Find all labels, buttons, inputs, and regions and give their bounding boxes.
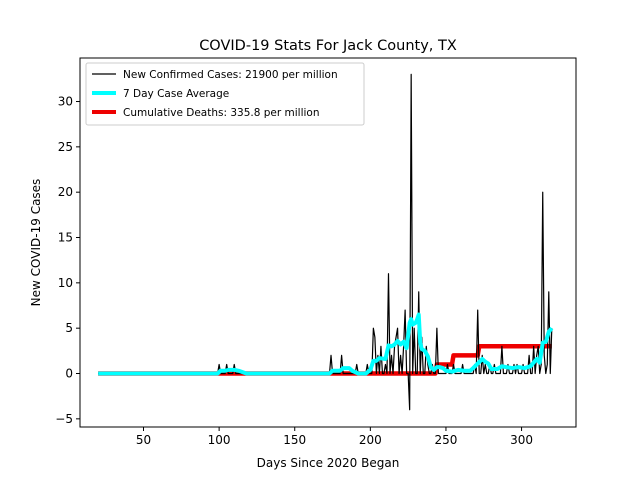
series-layer bbox=[98, 73, 554, 411]
x-tick-label: 50 bbox=[136, 433, 151, 447]
legend-label-new-cases: New Confirmed Cases: 21900 per million bbox=[123, 69, 338, 81]
x-axis: 50 100 150 200 250 300 bbox=[136, 427, 533, 447]
y-tick-label: 25 bbox=[58, 140, 73, 154]
legend-box bbox=[85, 62, 365, 126]
legend-label-cumulative-deaths: Cumulative Deaths: 335.8 per million bbox=[123, 107, 320, 119]
legend: New Confirmed Cases: 21900 per million 7… bbox=[85, 62, 365, 126]
y-axis: −5 0 5 10 15 20 25 30 bbox=[55, 95, 80, 426]
x-tick-label: 100 bbox=[208, 433, 231, 447]
chart-title: COVID-19 Stats For Jack County, TX bbox=[199, 38, 457, 54]
y-tick-label: 0 bbox=[65, 367, 73, 381]
x-tick-label: 200 bbox=[359, 433, 382, 447]
y-tick-label: −5 bbox=[55, 412, 73, 426]
y-tick-label: 20 bbox=[58, 185, 73, 199]
series-7-day-average-line bbox=[98, 312, 554, 376]
y-axis-label: New COVID-19 Cases bbox=[29, 179, 43, 307]
x-tick-label: 250 bbox=[434, 433, 457, 447]
y-tick-label: 5 bbox=[65, 321, 73, 335]
x-axis-label: Days Since 2020 Began bbox=[257, 456, 400, 470]
legend-label-7-day-average: 7 Day Case Average bbox=[123, 88, 229, 100]
x-tick-label: 150 bbox=[283, 433, 306, 447]
y-tick-label: 10 bbox=[58, 276, 73, 290]
plot-frame bbox=[79, 57, 577, 428]
x-tick-label: 300 bbox=[510, 433, 533, 447]
y-tick-label: 15 bbox=[58, 231, 73, 245]
y-tick-label: 30 bbox=[58, 95, 73, 109]
